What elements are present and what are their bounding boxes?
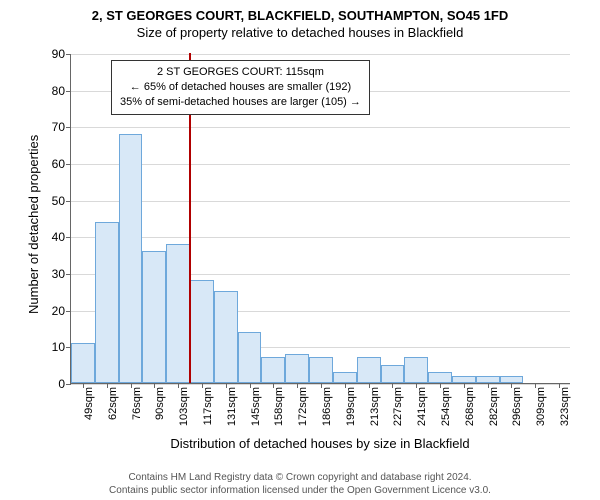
y-axis-label: Number of detached properties [26, 135, 41, 314]
histogram-bar [214, 291, 238, 383]
info-line-1: 2 ST GEORGES COURT: 115sqm [120, 65, 361, 80]
histogram-bar [71, 343, 95, 383]
x-tick-label: 90sqm [154, 383, 166, 420]
gridline [71, 237, 570, 238]
x-axis-label: Distribution of detached houses by size … [70, 436, 570, 451]
info-line-2: ← 65% of detached houses are smaller (19… [120, 80, 361, 95]
histogram-bar [166, 244, 190, 383]
x-tick-label: 309sqm [535, 383, 547, 426]
histogram-bar [190, 280, 214, 383]
gridline [71, 54, 570, 55]
y-tick-mark [66, 164, 71, 165]
info-annotation: 2 ST GEORGES COURT: 115sqm ← 65% of deta… [111, 60, 370, 115]
y-tick-mark [66, 237, 71, 238]
histogram-bar [238, 332, 262, 383]
histogram-bar [452, 376, 476, 383]
histogram-bar [119, 134, 143, 383]
info-line-3: 35% of semi-detached houses are larger (… [120, 95, 361, 110]
histogram-bar [309, 357, 333, 383]
gridline [71, 201, 570, 202]
x-tick-label: 145sqm [250, 383, 262, 426]
x-tick-label: 254sqm [440, 383, 452, 426]
x-tick-label: 76sqm [131, 383, 143, 420]
x-tick-label: 131sqm [226, 383, 238, 426]
histogram-bar [95, 222, 119, 383]
footer: Contains HM Land Registry data © Crown c… [0, 471, 600, 497]
x-tick-label: 323sqm [559, 383, 571, 426]
histogram-bar [381, 365, 405, 383]
x-tick-label: 172sqm [297, 383, 309, 426]
chart-container: 010203040506070809049sqm62sqm76sqm90sqm1… [50, 54, 570, 424]
x-tick-label: 103sqm [178, 383, 190, 426]
histogram-bar [357, 357, 381, 383]
y-tick-mark [66, 384, 71, 385]
y-tick-mark [66, 274, 71, 275]
x-tick-label: 296sqm [511, 383, 523, 426]
x-tick-label: 268sqm [464, 383, 476, 426]
footer-line-2: Contains public sector information licen… [0, 484, 600, 497]
histogram-bar [333, 372, 357, 383]
y-tick-mark [66, 91, 71, 92]
y-tick-mark [66, 54, 71, 55]
histogram-bar [261, 357, 285, 383]
histogram-bar [500, 376, 524, 383]
x-tick-label: 282sqm [488, 383, 500, 426]
y-tick-mark [66, 201, 71, 202]
histogram-bar [285, 354, 309, 383]
x-tick-label: 227sqm [392, 383, 404, 426]
x-tick-label: 158sqm [273, 383, 285, 426]
gridline [71, 164, 570, 165]
histogram-bar [476, 376, 500, 383]
y-tick-mark [66, 311, 71, 312]
x-tick-label: 117sqm [202, 383, 214, 425]
x-tick-label: 186sqm [321, 383, 333, 426]
plot-area: 010203040506070809049sqm62sqm76sqm90sqm1… [70, 54, 570, 384]
x-tick-label: 199sqm [345, 383, 357, 426]
x-tick-label: 49sqm [83, 383, 95, 420]
y-tick-mark [66, 127, 71, 128]
x-tick-label: 213sqm [369, 383, 381, 426]
chart-supertitle: 2, ST GEORGES COURT, BLACKFIELD, SOUTHAM… [0, 0, 600, 23]
gridline [71, 127, 570, 128]
histogram-bar [142, 251, 166, 383]
x-tick-label: 62sqm [107, 383, 119, 420]
histogram-bar [428, 372, 452, 383]
chart-title: Size of property relative to detached ho… [0, 23, 600, 40]
histogram-bar [404, 357, 428, 383]
footer-line-1: Contains HM Land Registry data © Crown c… [0, 471, 600, 484]
x-tick-label: 241sqm [416, 383, 428, 426]
